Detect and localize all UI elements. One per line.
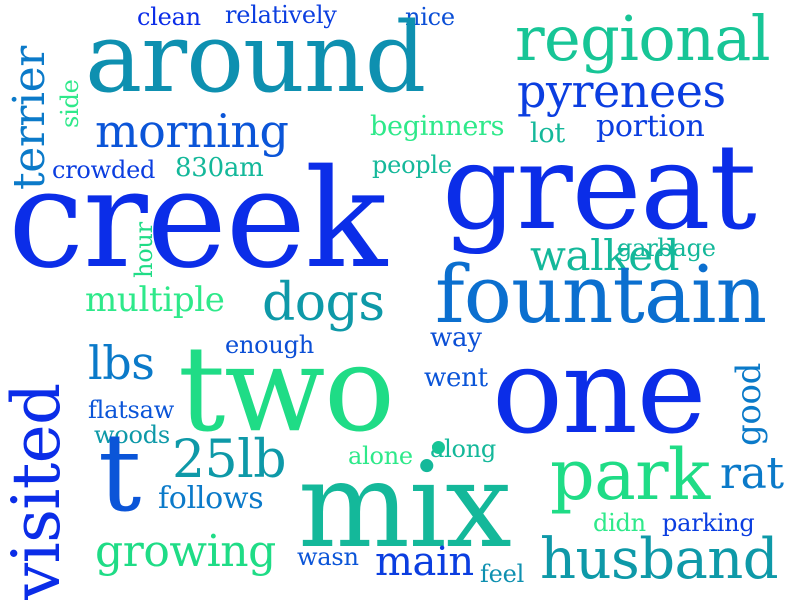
- word-parking: parking: [662, 509, 755, 537]
- word-good: good: [729, 362, 769, 446]
- word-enough: enough: [225, 331, 314, 359]
- word-pyrenees: pyrenees: [517, 64, 726, 118]
- word-830am: 830am: [175, 153, 264, 183]
- word-lbs: lbs: [88, 336, 155, 390]
- word-terrier: terrier: [4, 46, 55, 190]
- word-25lb: 25lb: [172, 430, 287, 490]
- dot-marker: [432, 441, 445, 454]
- word-way: way: [430, 323, 482, 353]
- word-beginners: beginners: [370, 111, 505, 142]
- word-people: people: [372, 151, 452, 179]
- word-walked: side: [56, 79, 84, 128]
- word-two: two: [178, 320, 395, 458]
- word-park: park: [550, 434, 710, 516]
- word-lot: lot: [530, 118, 565, 149]
- word-morning: morning: [95, 104, 289, 158]
- word-main: main: [375, 539, 474, 585]
- word-flatsaw: flatsaw: [88, 396, 174, 424]
- word-crowded: crowded: [52, 156, 156, 184]
- word-didn: didn: [593, 509, 646, 537]
- word-great: great: [442, 118, 757, 256]
- word-alone: alone: [348, 442, 413, 470]
- word-wasn: wasn: [297, 543, 359, 571]
- word-woods: woods: [94, 421, 170, 449]
- word-clean: clean: [137, 3, 201, 31]
- word-hour: hour: [130, 222, 158, 278]
- word-t: t: [98, 411, 141, 536]
- word-fountain: fountain: [435, 248, 767, 341]
- word-mix: mix: [298, 436, 512, 574]
- word-side: walked: [530, 231, 680, 280]
- word-creek: creek: [8, 141, 387, 299]
- word-growing: growing: [95, 526, 276, 577]
- word-went: went: [424, 363, 488, 393]
- word-nice: nice: [405, 3, 455, 31]
- word-multiple: multiple: [85, 280, 225, 320]
- word-feel: feel: [480, 560, 525, 588]
- word-one: one: [492, 322, 707, 460]
- word-regional: regional: [515, 2, 771, 75]
- word-portion: portion: [596, 109, 705, 144]
- word-relatively: relatively: [225, 1, 337, 29]
- word-visited: visited: [0, 383, 75, 600]
- word-follows: follows: [158, 481, 264, 516]
- word-husband: husband: [540, 527, 779, 592]
- word-around: around: [85, 2, 426, 114]
- word-garbage: garbage: [617, 234, 716, 262]
- word-dogs: dogs: [262, 273, 385, 333]
- word-rat: rat: [720, 448, 784, 499]
